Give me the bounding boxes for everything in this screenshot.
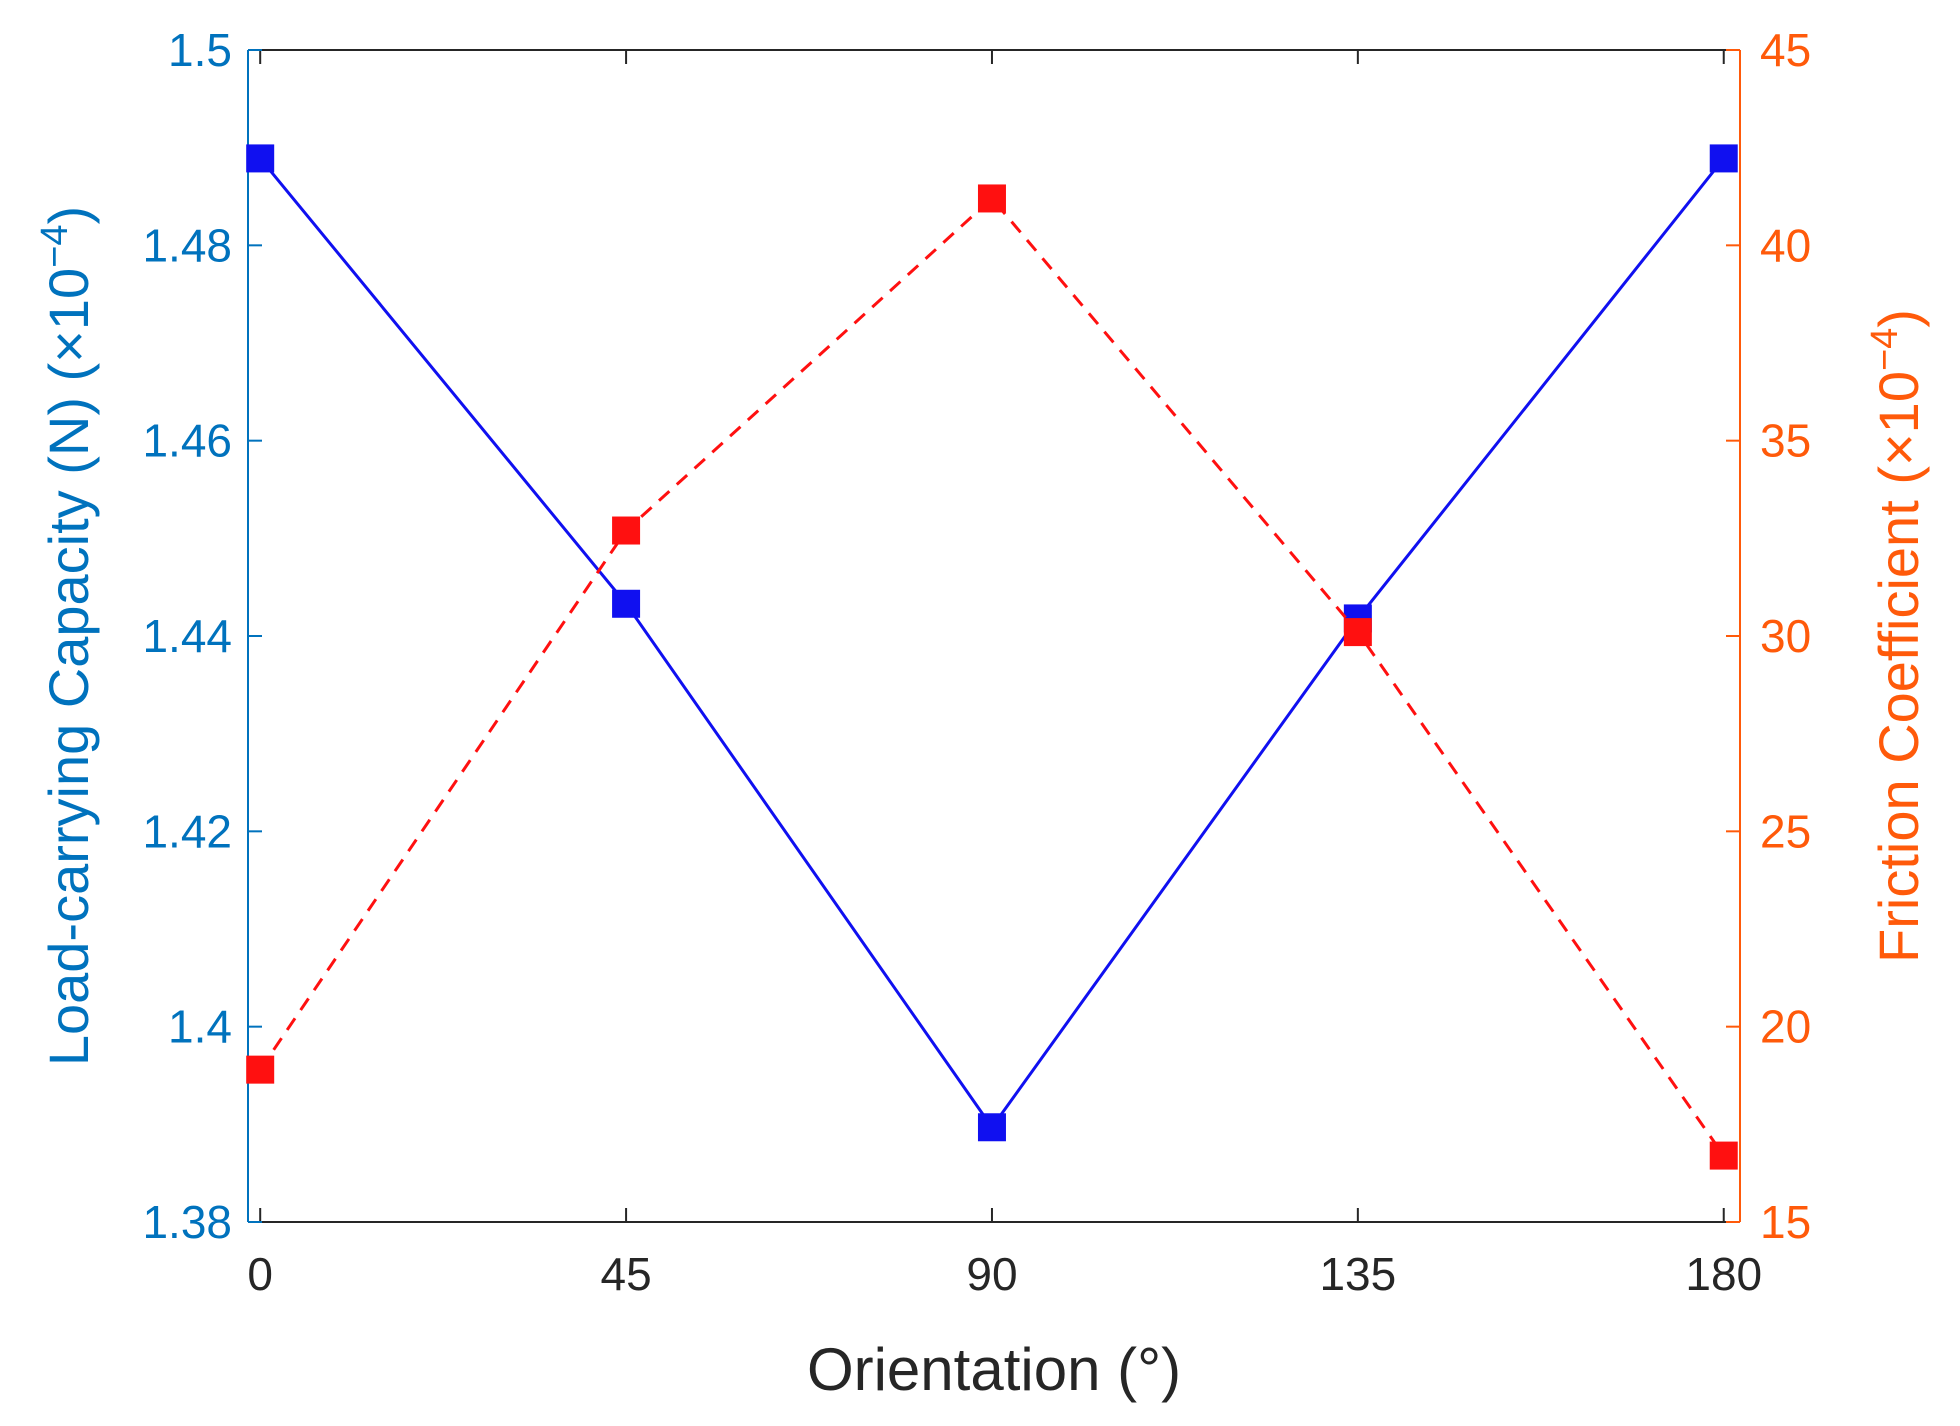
left-y-axis-title-multiplier: ×10 xyxy=(37,268,100,363)
friction-coefficient-line xyxy=(258,196,1725,1157)
plot-area xyxy=(247,49,1741,1223)
right-y-tick-label: 40 xyxy=(1760,219,1811,271)
left-y-tick-label: 1.48 xyxy=(142,219,232,271)
right-y-tick-label: 15 xyxy=(1760,1196,1811,1248)
right-y-axis-title: Friction Coefficient (×10−4) xyxy=(1864,309,1930,963)
load-capacity-line xyxy=(259,157,1725,1130)
right-y-tick-label: 45 xyxy=(1760,24,1811,76)
right-y-tick-label: 30 xyxy=(1760,610,1811,662)
left-y-tick-label: 1.44 xyxy=(142,610,232,662)
load-capacity-marker xyxy=(977,1113,1006,1142)
right-y-axis-title-close: ) xyxy=(1867,309,1930,328)
axis-ticks xyxy=(248,49,1740,1223)
friction-coefficient-marker xyxy=(612,516,641,545)
right-y-tick-label: 35 xyxy=(1760,415,1811,467)
load-capacity-marker xyxy=(246,144,275,173)
right-y-tick-label: 25 xyxy=(1760,805,1811,857)
friction-coefficient-marker xyxy=(246,1055,275,1084)
series-layer xyxy=(246,144,1738,1170)
left-y-tick-label: 1.4 xyxy=(168,1001,232,1053)
friction-coefficient-marker xyxy=(1343,618,1372,647)
load-capacity-marker xyxy=(1709,144,1738,173)
left-y-axis-title-exponent: −4 xyxy=(34,224,76,267)
tick-labels: 0 45 90 135 180 1.38 1.4 1.42 1.44 1.46 1.48 1.5 15 2… xyxy=(142,24,1811,1300)
right-y-axis-title-multiplier: ×10 xyxy=(1867,371,1930,466)
left-y-tick-label: 1.5 xyxy=(168,24,232,76)
left-y-tick-label: 1.46 xyxy=(142,415,232,467)
friction-coefficient-marker xyxy=(1709,1141,1738,1170)
left-y-tick-label: 1.42 xyxy=(142,805,232,857)
right-y-tick-label: 20 xyxy=(1760,1001,1811,1053)
x-tick-label: 0 xyxy=(247,1248,273,1300)
right-y-axis-title-exponent: −4 xyxy=(1864,328,1906,371)
x-tick-label: 45 xyxy=(600,1248,651,1300)
left-y-axis-title: Load-carrying Capacity (N) (×10−4) xyxy=(34,206,100,1066)
left-y-axis-title-close: ) xyxy=(37,206,100,225)
friction-coefficient-marker xyxy=(977,184,1006,213)
left-y-axis-title-main: Load-carrying Capacity (N) ( xyxy=(37,362,100,1066)
x-tick-label: 90 xyxy=(966,1248,1017,1300)
load-capacity-marker xyxy=(612,589,641,618)
left-y-tick-label: 1.38 xyxy=(142,1196,232,1248)
x-axis-title: Orientation (°) xyxy=(807,1336,1181,1403)
right-y-axis-title-main: Friction Coefficient ( xyxy=(1867,466,1930,963)
x-tick-label: 180 xyxy=(1685,1248,1762,1300)
x-tick-label: 135 xyxy=(1319,1248,1396,1300)
